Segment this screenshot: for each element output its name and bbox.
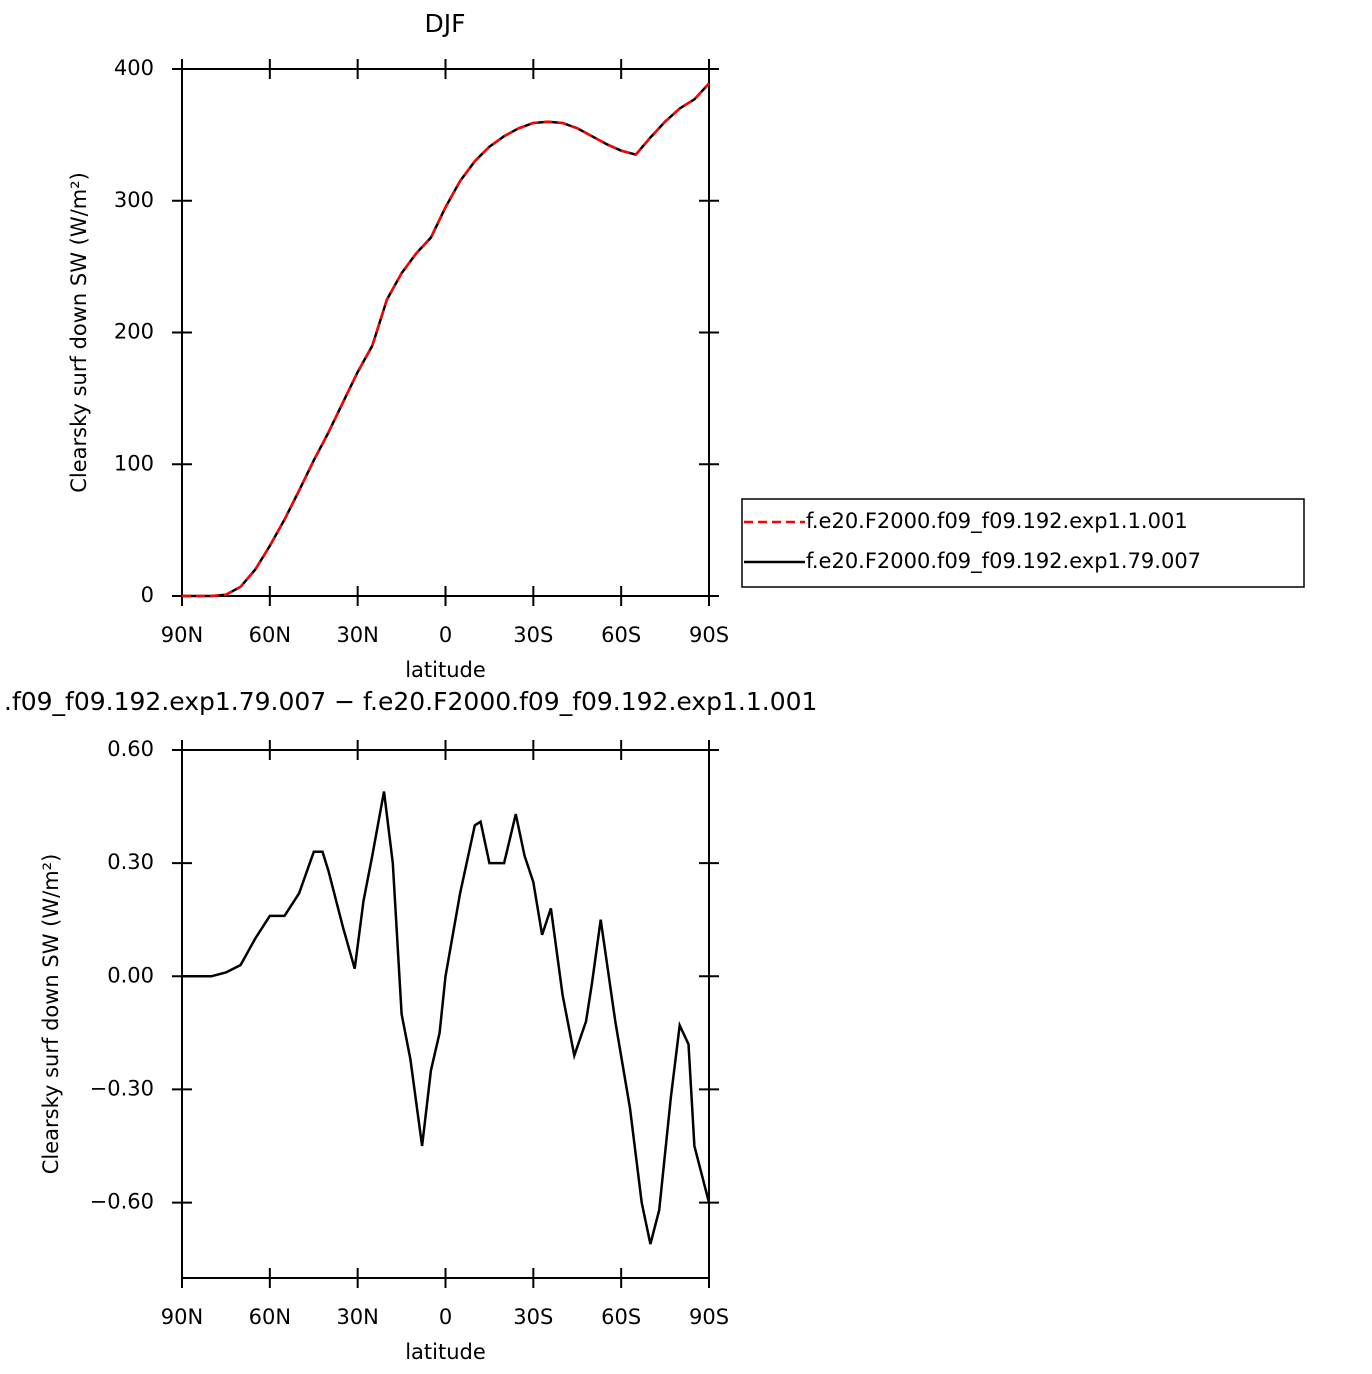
x-tick-label: 90S xyxy=(689,623,729,647)
legend-label: f.e20.F2000.f09_f09.192.exp1.1.001 xyxy=(806,509,1188,534)
chart-title: .f09_f09.192.exp1.79.007 − f.e20.F2000.f… xyxy=(4,687,817,716)
y-tick-label: 0 xyxy=(141,583,154,607)
legend-label: f.e20.F2000.f09_f09.192.exp1.79.007 xyxy=(806,549,1201,574)
data-line xyxy=(182,82,710,598)
x-tick-label: 0 xyxy=(439,623,452,647)
y-tick-label: 100 xyxy=(114,451,154,475)
y-axis-label: Clearsky surf down SW (W/m²) xyxy=(67,172,91,493)
y-tick-label: −0.30 xyxy=(90,1076,154,1100)
legend-box xyxy=(741,498,1305,588)
x-tick-label: 60N xyxy=(249,623,291,647)
plot-frame xyxy=(181,68,710,597)
y-tick-label: 400 xyxy=(114,56,154,80)
x-tick-label: 90S xyxy=(689,1305,729,1329)
x-tick-label: 90N xyxy=(161,623,203,647)
x-tick-label: 30S xyxy=(513,623,553,647)
y-tick-label: 200 xyxy=(114,320,154,344)
y-tick-label: −0.60 xyxy=(90,1190,154,1214)
data-line xyxy=(182,791,711,1245)
x-axis-label: latitude xyxy=(405,1340,486,1364)
chart-title: DJF xyxy=(424,9,465,38)
y-tick-label: 300 xyxy=(114,188,154,212)
x-tick-label: 0 xyxy=(439,1305,452,1329)
data-line xyxy=(182,82,710,598)
y-tick-label: 0.00 xyxy=(107,963,154,987)
x-tick-label: 60S xyxy=(601,1305,641,1329)
x-tick-label: 90N xyxy=(161,1305,203,1329)
plot-frame xyxy=(181,749,710,1279)
x-tick-label: 60S xyxy=(601,623,641,647)
y-tick-label: 0.60 xyxy=(107,737,154,761)
y-axis-label: Clearsky surf down SW (W/m²) xyxy=(39,854,63,1175)
x-tick-label: 30N xyxy=(336,1305,378,1329)
x-tick-label: 30N xyxy=(336,623,378,647)
y-tick-label: 0.30 xyxy=(107,850,154,874)
x-tick-label: 60N xyxy=(249,1305,291,1329)
x-tick-label: 30S xyxy=(513,1305,553,1329)
x-axis-label: latitude xyxy=(405,658,486,682)
